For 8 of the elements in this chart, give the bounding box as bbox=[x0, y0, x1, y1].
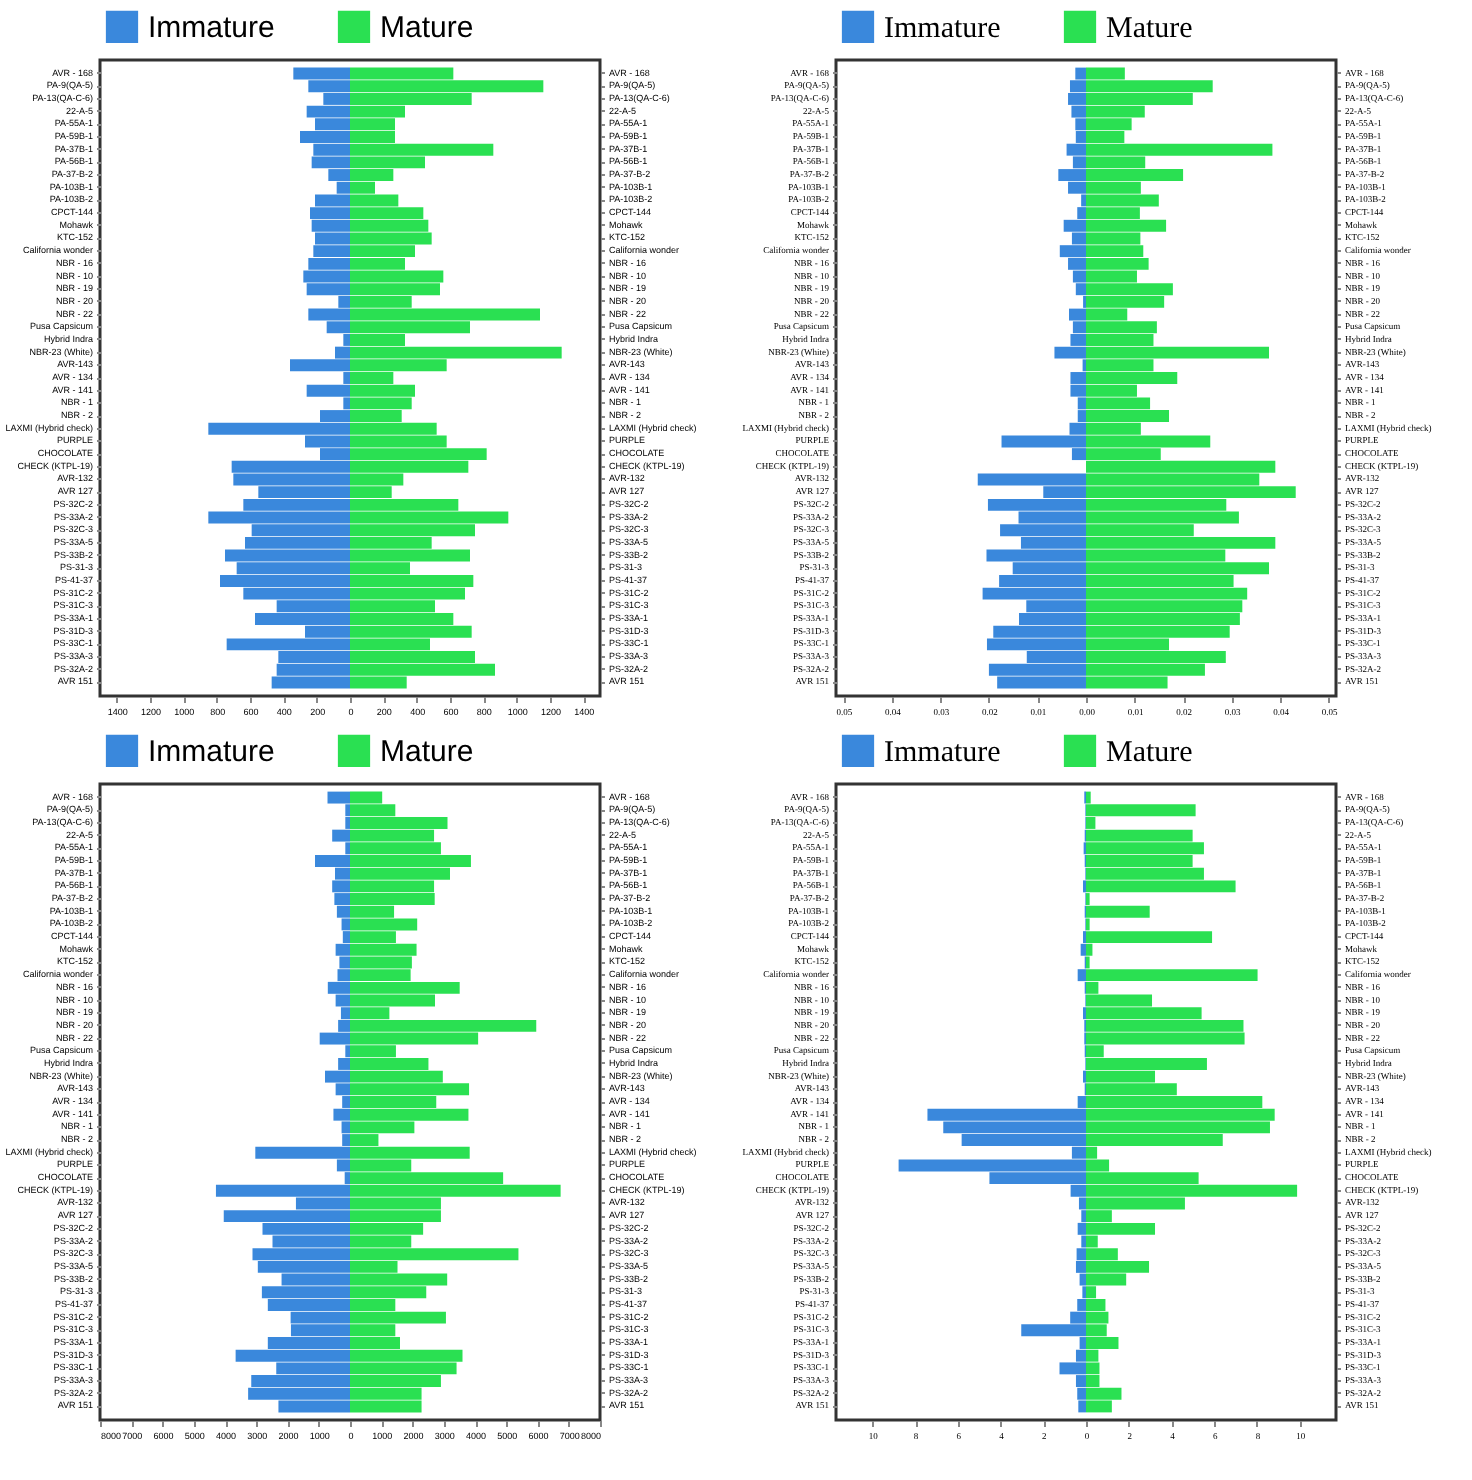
legend-label: Mature bbox=[380, 734, 474, 769]
legend-label: Mature bbox=[1106, 12, 1194, 45]
legend-label: Immature bbox=[884, 736, 1002, 769]
legend-label: Mature bbox=[380, 10, 474, 45]
legend-label: Immature bbox=[884, 12, 1002, 45]
legend-label: Immature bbox=[148, 10, 275, 45]
legend-label: Mature bbox=[1106, 736, 1194, 769]
legend-label: Immature bbox=[148, 734, 275, 769]
